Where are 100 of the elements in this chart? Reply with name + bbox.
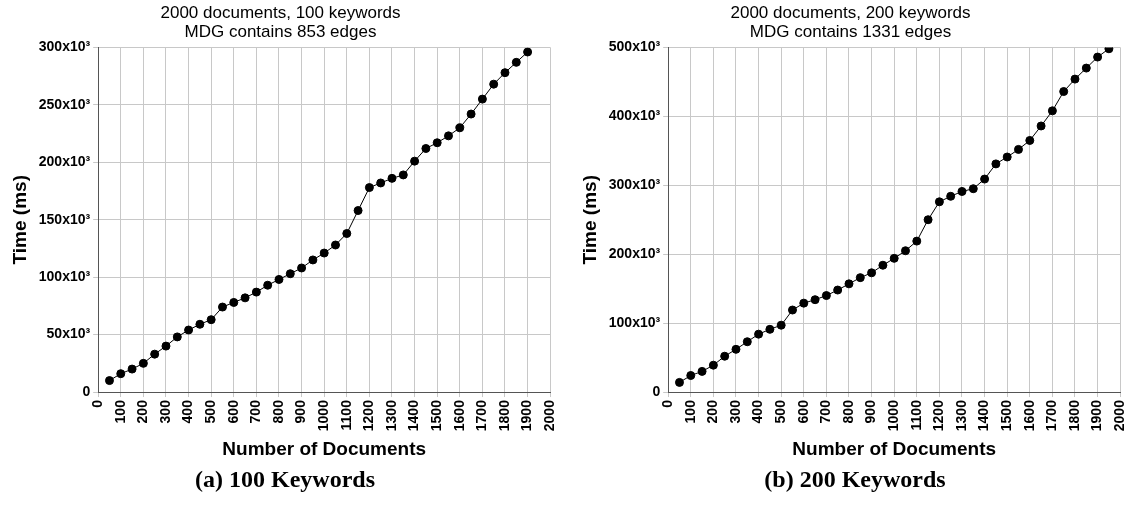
point — [1025, 135, 1035, 145]
point — [195, 319, 205, 329]
x-tick-label: 1500 — [998, 399, 1015, 432]
point — [308, 255, 318, 265]
x-tick-label: 1100 — [907, 399, 924, 431]
x-tick-label: 1400 — [405, 399, 422, 432]
point — [342, 229, 352, 239]
point — [127, 364, 137, 374]
y-tick-label: 400x10³ — [608, 107, 661, 124]
point — [172, 332, 182, 342]
point — [376, 178, 386, 188]
x-tick-label: 200 — [704, 399, 721, 424]
point — [421, 144, 431, 153]
point — [923, 215, 933, 225]
x-tick-label: 500 — [202, 399, 219, 424]
point — [957, 186, 967, 196]
x-tick-label: 1600 — [450, 399, 467, 432]
x-tick-label: 300 — [156, 399, 173, 424]
point — [1002, 152, 1012, 162]
x-tick-label: 1500 — [428, 399, 445, 432]
point — [489, 79, 499, 89]
x-axis-title: Number of Documents — [222, 437, 427, 459]
y-tick-label: 300x10³ — [38, 38, 91, 55]
point — [810, 295, 820, 305]
x-tick-label: 1700 — [1043, 399, 1060, 432]
point — [1059, 87, 1069, 97]
point — [104, 376, 114, 386]
point — [330, 240, 340, 250]
point — [708, 360, 718, 370]
point — [731, 344, 741, 354]
x-tick-label: 100 — [111, 399, 128, 424]
y-tick-label: 150x10³ — [38, 210, 91, 227]
point — [674, 377, 684, 387]
x-tick-label: 1600 — [1020, 399, 1037, 432]
point — [1104, 47, 1114, 54]
point — [765, 324, 775, 334]
point — [934, 197, 944, 207]
point — [116, 369, 126, 379]
point — [398, 170, 408, 180]
point — [889, 253, 899, 263]
point — [410, 156, 420, 166]
point — [799, 298, 809, 308]
point — [206, 315, 216, 325]
point — [285, 269, 295, 279]
x-tick-label: 1800 — [495, 399, 512, 432]
text: 2000 documents, 200 keywords — [730, 3, 971, 23]
point — [742, 337, 752, 347]
x-tick-label: 900 — [862, 399, 879, 424]
point — [511, 57, 521, 67]
point — [240, 293, 250, 303]
point — [523, 47, 533, 57]
point — [263, 280, 273, 290]
point — [297, 263, 307, 273]
point — [353, 206, 363, 216]
x-tick-label: 900 — [292, 399, 309, 424]
x-tick-label: 1800 — [1065, 399, 1082, 432]
x-tick-label: 600 — [224, 399, 241, 424]
x-tick-label: 1700 — [473, 399, 490, 432]
point — [1081, 63, 1091, 73]
point — [161, 341, 171, 351]
point — [455, 123, 465, 133]
point — [477, 94, 487, 104]
x-tick-label: 2000 — [1111, 399, 1128, 432]
point — [432, 138, 442, 148]
point — [1014, 144, 1023, 154]
point — [1093, 52, 1103, 62]
point — [867, 268, 877, 278]
point — [754, 329, 764, 339]
text: MDG contains 853 edges — [184, 21, 377, 41]
y-tick-label: 200x10³ — [608, 245, 661, 262]
point — [855, 273, 865, 283]
point — [1036, 121, 1046, 131]
x-tick-label: 400 — [179, 399, 196, 424]
point — [444, 131, 453, 141]
point — [720, 351, 730, 361]
point — [466, 109, 476, 119]
y-tick-label: 300x10³ — [608, 176, 661, 193]
point — [900, 246, 910, 256]
point — [364, 183, 374, 193]
point — [184, 325, 194, 335]
point — [980, 174, 990, 184]
point — [387, 173, 397, 183]
x-tick-label: 600 — [794, 399, 811, 424]
text: (a) 100 Keywords — [195, 465, 375, 493]
x-tick-label: 100 — [681, 399, 698, 424]
point — [274, 274, 284, 284]
x-tick-label: 1300 — [952, 399, 969, 432]
x-tick-label: 300 — [726, 399, 743, 424]
x-tick-label: 200 — [134, 399, 151, 424]
y-tick-label: 200x10³ — [38, 153, 91, 170]
x-tick-label: 1000 — [315, 399, 332, 432]
point — [968, 184, 978, 194]
point — [821, 291, 831, 301]
point — [1070, 74, 1080, 84]
x-tick-label: 700 — [247, 399, 264, 424]
y-axis-title: Time (ms) — [8, 175, 30, 265]
x-tick-label: 1900 — [518, 399, 535, 432]
point — [500, 68, 510, 78]
x-tick-label: 700 — [817, 399, 834, 424]
point — [1047, 106, 1057, 116]
